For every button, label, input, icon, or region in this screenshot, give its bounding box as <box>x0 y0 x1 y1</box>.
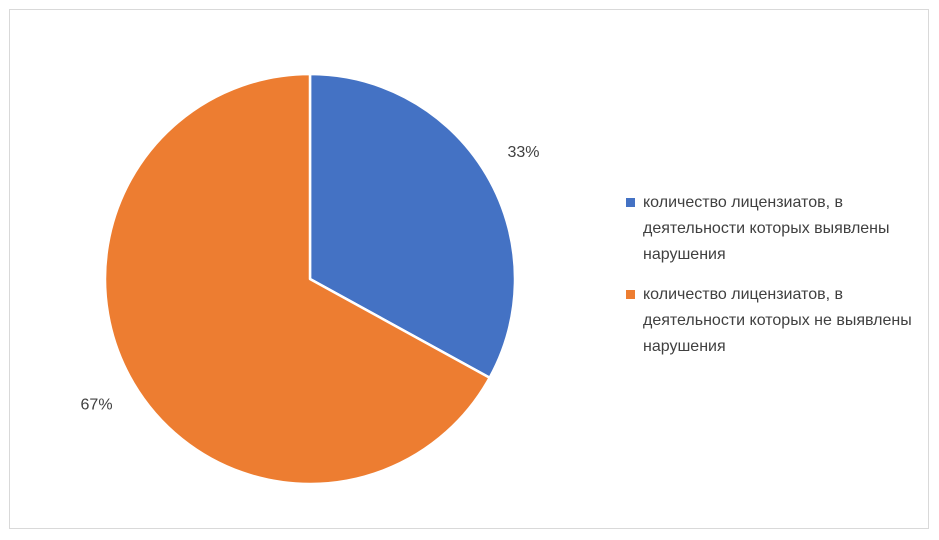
data-label-0: 33% <box>507 144 539 161</box>
pie-slice-0 <box>308 72 517 380</box>
legend: количество лицензиатов, в деятельности к… <box>626 190 926 374</box>
legend-swatch-blue <box>626 198 635 207</box>
legend-label: количество лицензиатов, в деятельности к… <box>643 194 890 263</box>
pie-slice-1 <box>103 72 491 486</box>
legend-item-violations-not-found: количество лицензиатов, в деятельности к… <box>626 282 926 360</box>
legend-item-violations-found: количество лицензиатов, в деятельности к… <box>626 190 926 268</box>
legend-swatch-orange <box>626 290 635 299</box>
legend-label: количество лицензиатов, в деятельности к… <box>643 286 912 355</box>
data-label-1: 67% <box>81 396 113 413</box>
